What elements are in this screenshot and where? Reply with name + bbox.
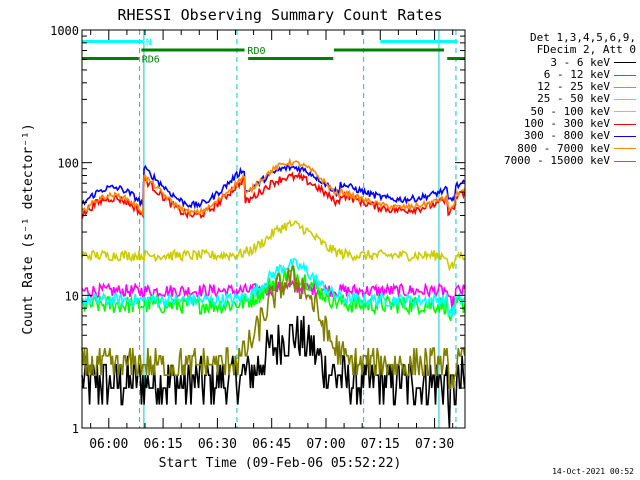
legend-label-8: 7000 - 15000 keV xyxy=(504,153,610,167)
legend-swatch-8 xyxy=(614,160,636,162)
legend-swatch-4 xyxy=(614,111,636,113)
series-line-0 xyxy=(81,315,466,429)
legend-label-4: 50 - 100 keV xyxy=(530,104,610,118)
legend-swatch-3 xyxy=(614,99,636,101)
flag-label-0: N xyxy=(146,38,152,49)
series-line-7 xyxy=(81,157,466,218)
legend-item-3: 25 - 50 keV xyxy=(478,93,636,105)
orbit-markers xyxy=(139,30,457,428)
axes: 1 10 100 1000 06:00 06:15 06:30 06:45 07:00 07:15… xyxy=(50,24,466,452)
legend-items: 3 - 6 keV 6 - 12 keV 12 - 25 keV 25 - 50 ke… xyxy=(478,55,636,168)
x-axis-label: Start Time (09-Feb-06 05:52:22) xyxy=(159,456,402,471)
flag-label-2: RD6 xyxy=(142,55,160,66)
y-tick-label-3: 1000 xyxy=(50,24,79,38)
x-tick-label-6: 07:30 xyxy=(415,437,454,452)
legend-label-6: 300 - 800 keV xyxy=(523,129,610,143)
legend-item-1: 6 - 12 keV xyxy=(478,67,636,81)
legend-item-5: 100 - 300 keV xyxy=(478,117,636,131)
legend-label-0: 3 - 6 keV xyxy=(550,55,610,69)
y-axis-label: Count Rate (s⁻¹ detector⁻¹) xyxy=(21,123,36,334)
plot-frame xyxy=(81,29,466,429)
x-tick-label-1: 06:15 xyxy=(144,437,183,452)
legend-label-7: 800 - 7000 keV xyxy=(517,141,610,155)
flag-label-1: RD0 xyxy=(247,46,265,57)
legend-swatch-5 xyxy=(614,123,636,125)
legend-swatch-6 xyxy=(614,136,636,138)
legend: Det 1,3,4,5,6,9, FDecim 2, Att 0 3 - 6 k… xyxy=(478,31,636,168)
legend-swatch-2 xyxy=(614,86,636,88)
legend-item-2: 12 - 25 keV xyxy=(478,80,636,94)
legend-label-5: 100 - 300 keV xyxy=(523,117,610,131)
legend-label-1: 6 - 12 keV xyxy=(543,67,610,81)
y-tick-label-2: 100 xyxy=(57,157,79,171)
legend-detector-line: Det 1,3,4,5,6,9, xyxy=(530,31,636,44)
series-line-3 xyxy=(81,257,466,318)
legend-label-3: 25 - 50 keV xyxy=(537,92,610,106)
plot-date-stamp: 14-Oct-2021 00:52 xyxy=(552,467,634,476)
x-tick-label-2: 06:30 xyxy=(198,437,237,452)
y-tick-label-0: 1 xyxy=(72,422,79,436)
legend-item-0: 3 - 6 keV xyxy=(478,55,636,69)
legend-item-8: 7000 - 15000 keV xyxy=(478,153,636,167)
series-line-6 xyxy=(81,164,466,210)
legend-swatch-7 xyxy=(614,148,636,150)
series-lines xyxy=(81,157,466,429)
flag-bars: N RD0 RD6 xyxy=(82,38,465,66)
y-tick-label-1: 10 xyxy=(65,289,79,303)
x-tick-label-5: 07:15 xyxy=(361,437,400,452)
series-line-8 xyxy=(81,265,466,389)
legend-swatch-0 xyxy=(614,62,636,64)
series-line-4 xyxy=(81,219,465,272)
legend-label-2: 12 - 25 keV xyxy=(537,80,610,94)
x-tick-label-0: 06:00 xyxy=(89,437,128,452)
legend-decimation-line: FDecim 2, Att 0 xyxy=(536,43,636,57)
chart-title: RHESSI Observing Summary Count Rates xyxy=(117,6,442,24)
legend-swatch-1 xyxy=(614,74,636,76)
x-tick-label-4: 07:00 xyxy=(306,437,345,452)
x-tick-label-3: 06:45 xyxy=(252,437,291,452)
legend-item-7: 800 - 7000 keV xyxy=(478,141,636,155)
legend-item-4: 50 - 100 keV xyxy=(478,104,636,118)
legend-item-6: 300 - 800 keV xyxy=(478,130,636,142)
